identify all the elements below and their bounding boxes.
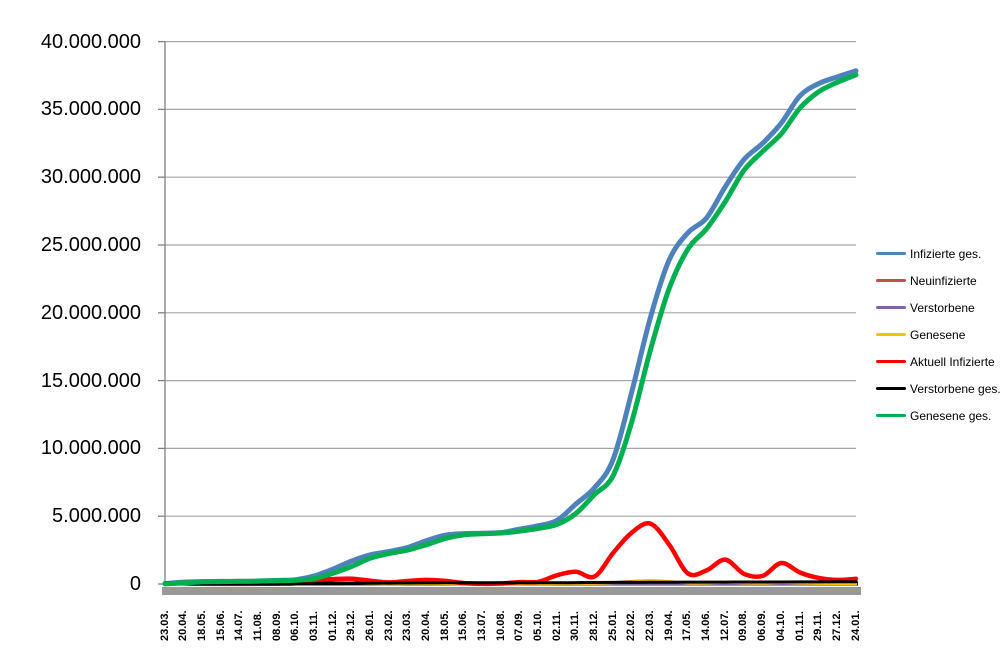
- x-axis-tick-label: 05.10.: [532, 610, 544, 641]
- x-axis-tick-label: 30.11.: [569, 611, 582, 641]
- legend-swatch: [876, 306, 906, 309]
- x-axis-tick-label: 02.11.: [550, 611, 563, 641]
- x-axis-tick-label: 28.12.: [588, 610, 600, 641]
- x-axis-tick-label: 01.11.: [793, 611, 806, 641]
- y-axis-tick-label: 0: [129, 573, 141, 595]
- x-axis-tick-label: 13.07.: [476, 610, 488, 641]
- x-axis-tick-label: 23.03.: [401, 610, 414, 641]
- x-axis-tick-label: 25.01.: [606, 610, 619, 641]
- legend-item: Verstorbene ges.: [876, 375, 1001, 402]
- y-axis-tick-label: 40.000.000: [40, 30, 141, 53]
- legend-label: Genesene: [910, 327, 966, 342]
- y-axis-tick-label: 35.000.000: [40, 98, 141, 121]
- x-axis-tick-label: 03.11.: [307, 611, 320, 641]
- y-axis-tick-label: 15.000.000: [40, 369, 141, 392]
- legend-swatch: [876, 333, 906, 336]
- x-axis-tick-label: 15.06.: [214, 610, 227, 641]
- legend-label: Infizierte ges.: [910, 246, 982, 261]
- series-line: [162, 68, 859, 587]
- x-axis-shadow: [162, 587, 861, 595]
- y-axis-tick-label: 5.000.000: [52, 505, 141, 528]
- x-axis-tick-label: 19.04.: [662, 610, 675, 641]
- legend-item: Neuinfizierte: [876, 267, 1001, 294]
- legend-item: Infizierte ges.: [876, 240, 1001, 267]
- legend-swatch: [876, 387, 906, 390]
- x-axis-tick-label: 22.03.: [644, 610, 657, 641]
- x-axis-tick-label: 18.05.: [195, 610, 208, 641]
- x-axis-tick-label: 22.02.: [625, 610, 638, 641]
- x-axis-tick-label: 01.12.: [326, 610, 339, 641]
- legend-label: Genesene ges.: [910, 408, 992, 423]
- x-axis-tick-label: 23.02.: [382, 610, 395, 641]
- x-axis-tick-label: 15.06.: [457, 610, 470, 641]
- x-axis-tick-label: 24.01.: [849, 610, 862, 641]
- y-axis-tick-label: 20.000.000: [40, 301, 141, 324]
- x-axis-tick-label: 08.09.: [270, 610, 283, 641]
- series-line: [163, 580, 858, 586]
- x-axis-tick-label: 06.10.: [289, 610, 302, 641]
- x-axis-tick-label: 11.08.: [251, 611, 264, 641]
- x-axis-tick-label: 04.10.: [774, 610, 787, 641]
- legend-label: Verstorbene ges.: [910, 381, 1001, 396]
- legend-swatch: [876, 251, 906, 256]
- x-axis-tick-label: 12.07.: [718, 610, 731, 641]
- x-axis-tick-label: 09.08.: [737, 610, 750, 641]
- x-axis-tick-label: 29.12.: [345, 610, 358, 641]
- series-line: [162, 72, 859, 587]
- x-axis-tick-label: 14.07.: [233, 610, 246, 641]
- x-axis-tick-label: 26.01.: [363, 610, 376, 641]
- x-axis-tick-label: 23.03.: [158, 610, 171, 641]
- legend: Infizierte ges. Neuinfizierte Verstorbene G…: [876, 240, 1001, 429]
- legend-item: Aktuell Infizierte: [876, 348, 1001, 375]
- x-axis-tick-label: 14.06.: [700, 610, 713, 641]
- legend-label: Neuinfizierte: [910, 273, 977, 288]
- y-axis-tick-label: 25.000.000: [40, 234, 141, 256]
- x-axis-tick-label: 07.09.: [513, 610, 526, 641]
- x-axis-tick-label: 20.04.: [420, 610, 432, 641]
- legend-item: Genesene: [876, 321, 1001, 348]
- legend-swatch: [876, 359, 906, 364]
- legend-swatch: [876, 413, 906, 418]
- legend-item: Verstorbene: [876, 294, 1001, 321]
- legend-label: Verstorbene: [910, 300, 975, 315]
- x-axis-tick-label: 10.08.: [494, 610, 507, 641]
- legend-label: Aktuell Infizierte: [910, 354, 995, 369]
- x-axis-tick-label: 20.04.: [177, 610, 190, 641]
- x-axis-tick-label: 06.09.: [756, 610, 769, 641]
- x-axis-tick-label: 18.05.: [438, 610, 451, 641]
- y-axis-tick-label: 10.000.000: [40, 437, 141, 460]
- x-axis-tick-label: 17.05.: [681, 610, 694, 641]
- y-axis-tick-label: 30.000.000: [40, 166, 141, 189]
- x-axis-tick-label: 29.11.: [812, 611, 825, 641]
- legend-item: Genesene ges.: [876, 402, 1001, 429]
- legend-swatch: [876, 279, 906, 282]
- x-axis-tick-label: 27.12.: [830, 610, 843, 641]
